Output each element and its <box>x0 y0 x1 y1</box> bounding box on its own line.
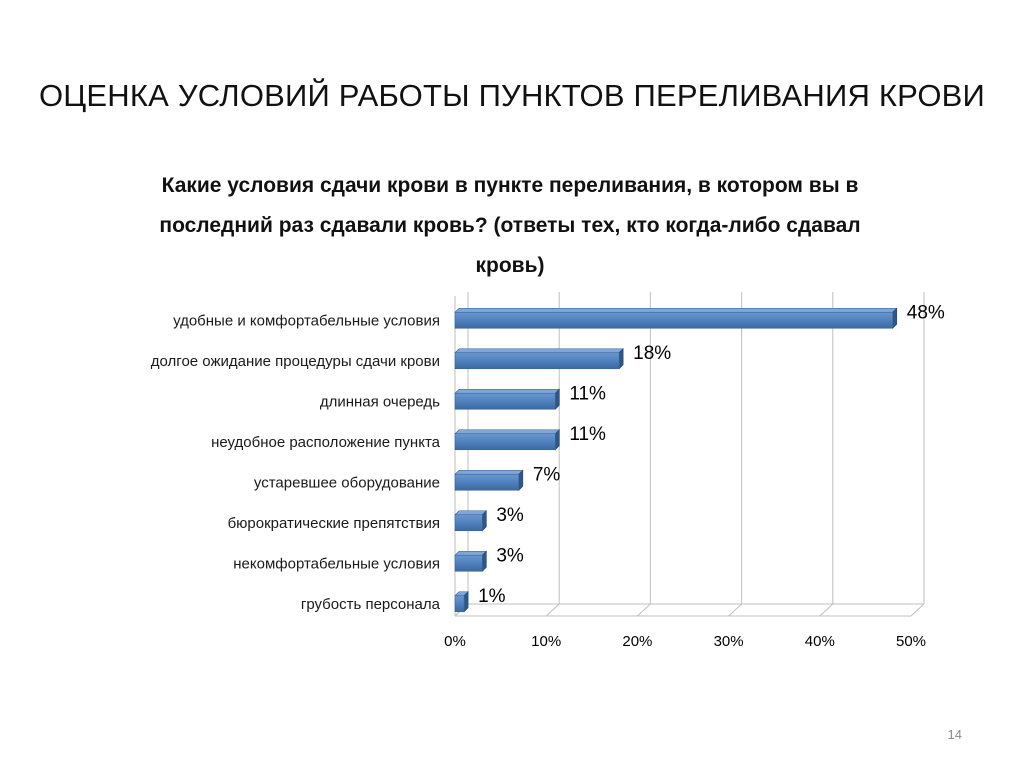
bar <box>454 469 524 491</box>
data-label: 3% <box>496 545 524 566</box>
bar <box>454 388 561 410</box>
category-label: удобные и комфортабельные условия <box>173 312 440 329</box>
data-label: 7% <box>533 464 561 485</box>
x-tick-label: 30% <box>714 633 744 650</box>
category-label: неудобное расположение пункта <box>211 434 441 451</box>
bar-side-face <box>555 429 560 451</box>
x-tick-label: 20% <box>622 633 652 650</box>
bar-front-face <box>454 352 620 370</box>
gridline-floor <box>545 603 560 617</box>
bar-side-face <box>463 591 469 613</box>
gridline-floor <box>819 603 834 617</box>
bar-front-face <box>454 392 556 410</box>
chart-grid <box>454 292 925 617</box>
x-tick-label: 40% <box>805 633 835 650</box>
bar-top-face <box>454 469 524 475</box>
bar-side-face <box>482 510 487 532</box>
slide-title: ОЦЕНКА УСЛОВИЙ РАБОТЫ ПУНКТОВ ПЕРЕЛИВАНИ… <box>38 78 985 113</box>
bar-side-face <box>892 307 898 329</box>
category-label: устаревшее оборудование <box>254 474 440 491</box>
bar <box>454 510 488 532</box>
chart-labels: 0% 10% 20% 30% 40% 50% удобные и комфортабельн… <box>151 302 945 650</box>
data-label: 18% <box>633 343 671 364</box>
chart-title: Какие условия сдачи крови в пункте перел… <box>159 174 861 277</box>
x-tick-label: 10% <box>531 633 561 650</box>
bar <box>454 348 624 370</box>
bar <box>454 307 898 329</box>
bar <box>454 429 561 451</box>
bar-top-face <box>454 307 898 313</box>
bar-side-face <box>518 469 524 491</box>
gridline-floor <box>637 603 651 617</box>
chart-bars <box>454 307 898 613</box>
floor-back-edge <box>454 603 924 617</box>
bar-side-face <box>482 550 487 572</box>
bar-front-face <box>454 311 894 329</box>
gridline-floor <box>910 603 925 617</box>
category-label: некомфортабельные условия <box>233 555 440 572</box>
bar-top-face <box>454 550 488 556</box>
x-tick-label: 0% <box>444 633 466 650</box>
bar-front-face <box>454 595 465 613</box>
category-label: бюрократические препятствия <box>228 515 440 532</box>
bar-front-face <box>454 473 520 491</box>
page-number: 14 <box>947 727 962 742</box>
bar-top-face <box>454 429 561 435</box>
data-label: 48% <box>907 302 945 323</box>
bar-front-face <box>454 514 483 532</box>
bar-front-face <box>454 433 556 451</box>
gridline-floor <box>728 603 742 617</box>
bar-side-face <box>555 388 560 410</box>
data-label: 11% <box>569 383 606 404</box>
data-label: 11% <box>569 424 606 445</box>
bar-top-face <box>454 348 624 354</box>
data-label: 3% <box>496 505 524 526</box>
category-label: длинная очередь <box>320 393 440 410</box>
x-tick-label: 50% <box>896 633 926 650</box>
bar-top-face <box>454 388 561 394</box>
category-label: долгое ожидание процедуры сдачи крови <box>151 353 440 370</box>
bar <box>454 591 469 613</box>
data-label: 1% <box>478 586 506 607</box>
category-label: грубость персонала <box>301 596 441 613</box>
bar-side-face <box>618 348 624 370</box>
bar <box>454 550 488 572</box>
bar-front-face <box>454 554 483 572</box>
bar-top-face <box>454 510 488 516</box>
